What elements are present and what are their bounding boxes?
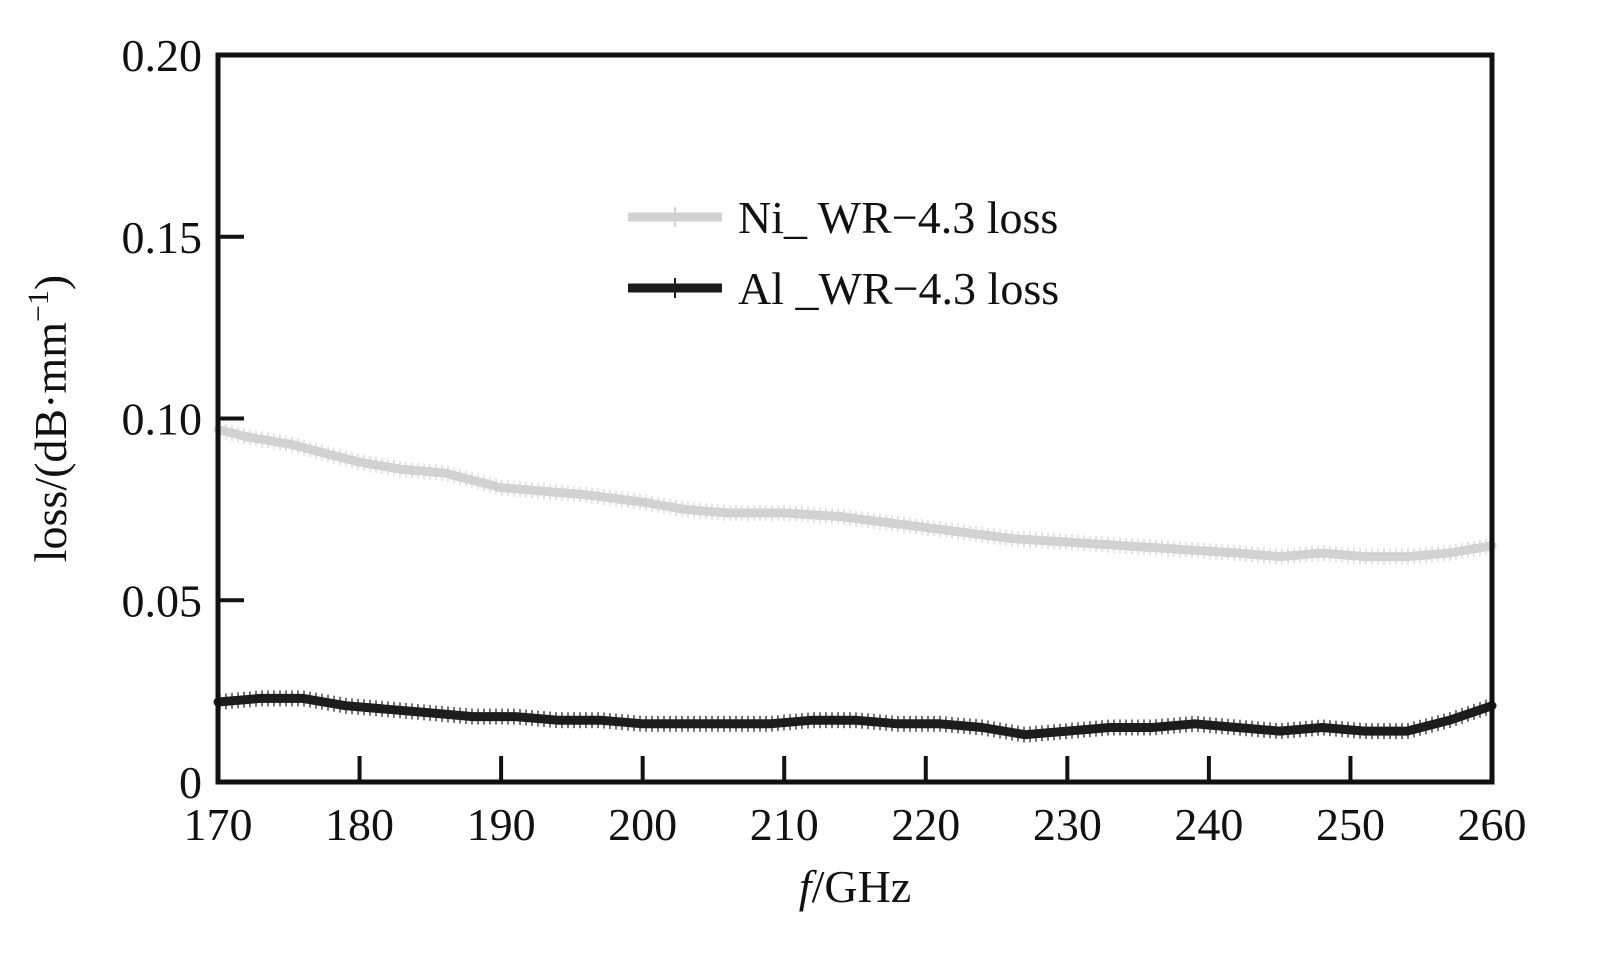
x-tick-label: 220: [891, 799, 960, 850]
x-axis-title-unit: /GHz: [812, 861, 912, 912]
x-tick-label: 170: [184, 799, 253, 850]
y-axis-title-superscript: −1: [22, 290, 55, 322]
x-tick-label: 230: [1033, 799, 1102, 850]
x-tick-label: 180: [325, 799, 394, 850]
x-tick-label: 250: [1316, 799, 1385, 850]
series-line-1: [213, 424, 1497, 562]
y-axis-title-main: loss/(dB·mm: [25, 322, 76, 562]
legend-label-1: Ni_ WR−4.3 loss: [738, 192, 1058, 243]
series-layer: [213, 421, 1497, 743]
y-axis-ticks: 0 0.05 0.10 0.15 0.20: [122, 30, 244, 808]
series-markers-2: [219, 690, 1487, 743]
y-tick-label: 0.05: [122, 575, 203, 626]
x-tick-label: 260: [1458, 799, 1527, 850]
series-markers-1: [219, 421, 1487, 565]
series-line-2: [213, 693, 1497, 740]
y-tick-label: 0.10: [122, 394, 203, 445]
legend-label-2: Al _WR−4.3 loss: [738, 263, 1059, 314]
x-tick-label: 210: [750, 799, 819, 850]
x-axis-ticks: 170 180 190 200 210 220 230 240 250 260: [184, 756, 1527, 850]
y-tick-label: 0: [179, 757, 202, 808]
y-tick-label: 0.15: [122, 212, 203, 263]
x-axis-title: f/GHz: [799, 861, 911, 912]
x-tick-label: 200: [608, 799, 677, 850]
legend: Ni_ WR−4.3 loss Al _WR−4.3 loss: [628, 192, 1059, 314]
y-axis-title-close: ): [25, 275, 76, 290]
x-tick-label: 190: [467, 799, 536, 850]
y-tick-label: 0.20: [122, 30, 203, 81]
x-tick-label: 240: [1174, 799, 1243, 850]
plot-frame: [215, 52, 1495, 785]
y-axis-title: loss/(dB·mm−1): [22, 275, 76, 563]
